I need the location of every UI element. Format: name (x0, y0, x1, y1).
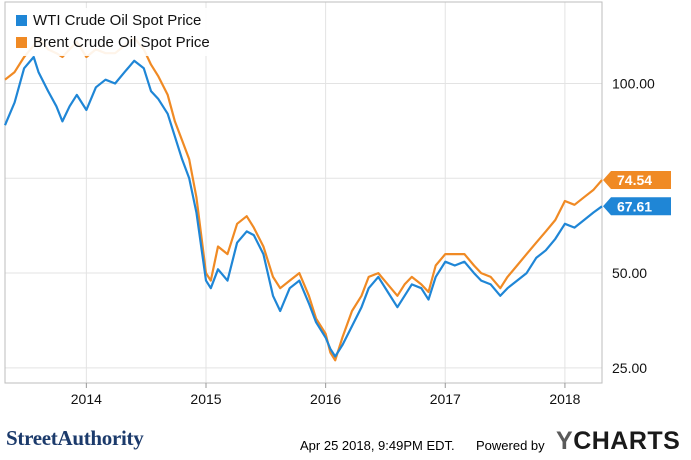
plot-frame (4, 1, 603, 384)
x-tick-label: 2018 (549, 391, 580, 407)
series-line-0 (3, 55, 603, 358)
legend-label-1: Brent Crude Oil Spot Price (33, 34, 210, 51)
y-tick-label: 50.00 (612, 265, 647, 281)
y-tick-label: 100.00 (612, 76, 655, 92)
last-value-badges: 67.61 74.54 (603, 171, 671, 216)
legend-box (11, 8, 243, 56)
y-tick-label: 25.00 (612, 360, 647, 376)
legend-label-0: WTI Crude Oil Spot Price (33, 12, 201, 29)
x-tick-label: 2014 (71, 391, 102, 407)
x-tick-label: 2015 (190, 391, 221, 407)
legend: WTI Crude Oil Spot Price Brent Crude Oil … (11, 8, 243, 56)
x-tick-label: 2016 (310, 391, 341, 407)
series-line-1 (4, 36, 603, 362)
legend-swatch-0 (16, 15, 27, 26)
series-lines (3, 36, 603, 362)
legend-swatch-1 (16, 37, 27, 48)
x-axis-ticks: 2014 2015 2016 2017 2018 (71, 383, 581, 407)
last-value-badge-1: 74.54 (603, 171, 671, 190)
last-value-label-0: 67.61 (617, 198, 652, 214)
last-value-badge-0: 67.61 (603, 197, 671, 216)
last-value-label-1: 74.54 (617, 172, 652, 188)
x-tick-label: 2017 (430, 391, 461, 407)
grid (5, 2, 602, 383)
